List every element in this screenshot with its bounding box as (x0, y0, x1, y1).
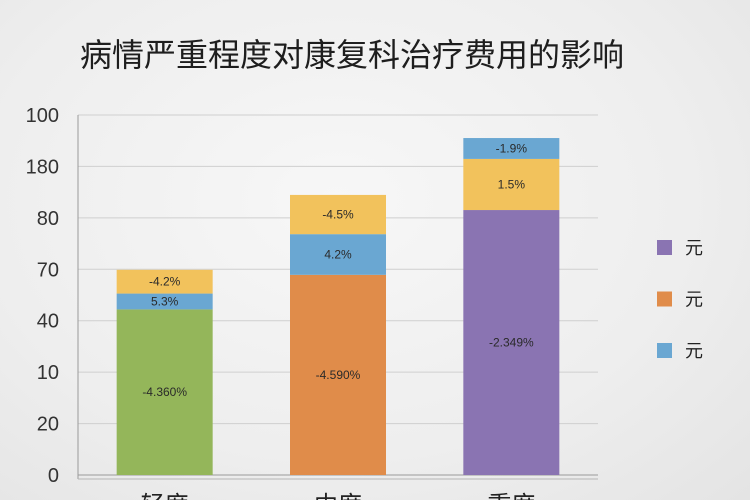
x-tick-label: 轻度 (141, 491, 189, 500)
data-label: -4.590% (316, 368, 361, 382)
y-tick-label: 40 (37, 311, 59, 333)
bar-segment (463, 138, 560, 159)
bar-segment (116, 293, 213, 310)
y-tick-label: 20 (37, 414, 59, 436)
data-label: -2.349% (489, 336, 534, 350)
bar-segment (290, 194, 386, 235)
bar-segment (116, 269, 213, 294)
legend-swatch (657, 291, 672, 307)
data-label: 4.2% (324, 248, 352, 262)
x-axis-labels: 轻度 中度 重度 (141, 491, 536, 500)
y-tick-label: 0 (48, 465, 59, 487)
legend-label: 元 (685, 341, 703, 362)
y-tick-label: 100 (26, 105, 59, 127)
y-tick-label: 80 (37, 208, 59, 230)
data-label: -4.5% (322, 208, 354, 222)
bars: -4.360% 5.3% -4.2% -4.590% 4.2% -4.5% -2.349% 1… (116, 138, 560, 476)
data-label: -1.9% (496, 141, 528, 155)
y-tick-label: 70 (37, 259, 59, 281)
axes: 0 20 10 40 70 80 180 100 (26, 105, 598, 487)
x-tick-label: 重度 (487, 491, 535, 500)
legend-label: 元 (685, 238, 703, 259)
data-label: -4.360% (142, 385, 187, 399)
legend-swatch (657, 240, 672, 255)
legend-swatch (657, 343, 672, 358)
bar-segment (463, 158, 560, 211)
bar-segment (290, 234, 386, 275)
y-tick-label: 180 (26, 156, 59, 178)
data-label: 5.3% (151, 294, 179, 308)
chart-title: 病情严重程度对康复科治疗费用的影响 (80, 36, 624, 74)
legend-label: 元 (685, 290, 703, 311)
legend: 元元元 (657, 238, 703, 362)
bar-segment (463, 210, 560, 476)
data-label: -4.2% (149, 275, 181, 289)
data-label: 1.5% (498, 177, 526, 191)
x-tick-label: 中度 (314, 491, 362, 500)
bar-segment (116, 309, 213, 475)
bar-segment (290, 274, 386, 475)
y-tick-label: 10 (37, 362, 59, 384)
